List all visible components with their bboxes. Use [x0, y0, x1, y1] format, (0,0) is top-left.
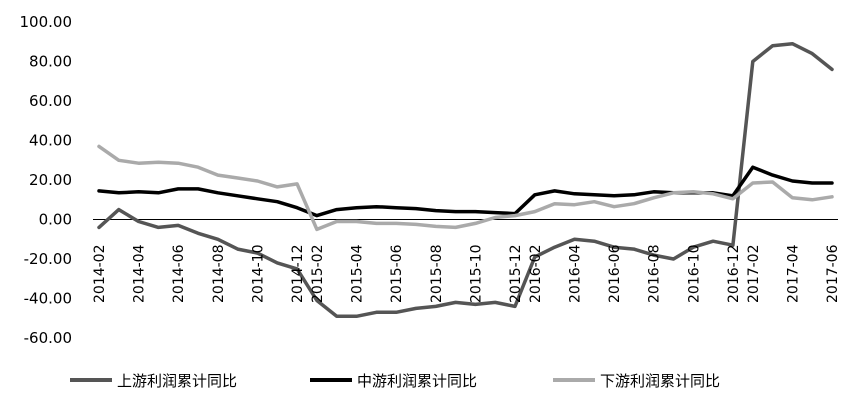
y-tick-label: 60.00 [29, 92, 72, 110]
y-tick-label: -20.00 [24, 250, 72, 268]
x-axis-ticks: 2014-02 2014-04 2014-06 2014-08 2014-10 2014-… [92, 244, 841, 303]
x-tick-label: 2015-04 [350, 244, 366, 303]
x-tick-label: 2014-08 [211, 245, 227, 304]
y-tick-label: -40.00 [24, 290, 72, 308]
y-tick-label: 0.00 [39, 211, 72, 229]
y-tick-label: -60.00 [24, 329, 72, 347]
legend-item-2: 中游利润累计同比 [310, 372, 477, 390]
x-tick-label: 2017-02 [746, 245, 762, 304]
x-tick-label: 2014-10 [251, 245, 267, 304]
x-tick-label: 2014-04 [132, 244, 148, 303]
legend-item-3: 下游利润累计同比 [553, 372, 720, 390]
series-line-1 [97, 41, 834, 319]
x-tick-label: 2015-02 [310, 245, 326, 304]
series-line-3 [97, 144, 834, 232]
x-tick-label: 2014-02 [92, 245, 108, 304]
legend-label: 中游利润累计同比 [357, 372, 477, 390]
y-axis-ticks: 100.00 80.00 60.00 40.00 20.00 0.00 -20.00 -40.… [20, 13, 73, 347]
x-tick-label: 2017-06 [825, 244, 841, 303]
x-tick-label: 2016-10 [686, 245, 702, 304]
x-tick-label: 2014-06 [171, 244, 187, 303]
x-tick-label: 2015-06 [389, 244, 405, 303]
legend-label: 下游利润累计同比 [600, 372, 720, 390]
x-tick-label: 2016-08 [647, 245, 663, 304]
y-tick-label: 80.00 [29, 53, 72, 71]
y-tick-label: 100.00 [20, 13, 73, 31]
x-tick-label: 2014-12 [290, 245, 306, 304]
y-tick-label: 20.00 [29, 171, 72, 189]
x-tick-label: 2016-02 [528, 245, 544, 304]
series-lines [97, 41, 834, 319]
legend-label: 上游利润累计同比 [117, 372, 237, 390]
x-tick-label: 2015-08 [429, 245, 445, 304]
legend-item-1: 上游利润累计同比 [70, 372, 237, 390]
series-line-2 [97, 165, 834, 218]
x-tick-label: 2017-04 [785, 244, 801, 303]
x-tick-label: 2016-12 [726, 245, 742, 304]
x-tick-label: 2016-06 [607, 244, 623, 303]
x-tick-label: 2015-12 [508, 245, 524, 304]
x-tick-label: 2015-10 [468, 245, 484, 304]
legend: 上游利润累计同比 中游利润累计同比 下游利润累计同比 [70, 372, 720, 390]
x-tick-label: 2016-04 [568, 244, 584, 303]
y-tick-label: 40.00 [29, 132, 72, 150]
